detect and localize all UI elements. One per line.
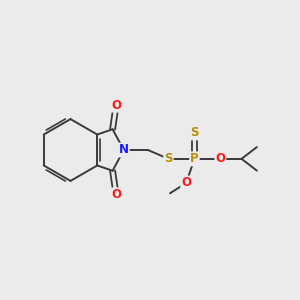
Text: S: S [164, 152, 173, 165]
Text: O: O [111, 99, 121, 112]
Text: O: O [215, 152, 225, 165]
Text: O: O [111, 188, 121, 201]
Text: N: N [119, 143, 129, 157]
Text: P: P [190, 152, 199, 165]
Text: O: O [181, 176, 191, 190]
Text: S: S [190, 126, 199, 140]
